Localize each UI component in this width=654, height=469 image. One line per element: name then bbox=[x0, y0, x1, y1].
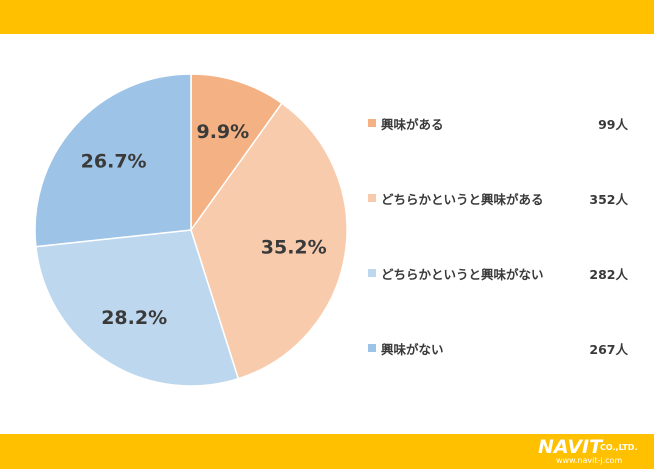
legend-count-1: 99人 bbox=[598, 117, 628, 132]
legend-label-4: 興味がない bbox=[381, 342, 444, 357]
bottom-banner bbox=[0, 434, 654, 469]
logo-url: www.navit-j.com bbox=[556, 456, 623, 465]
legend-item-4: 興味がない 267人 bbox=[368, 338, 628, 358]
legend-swatch-1 bbox=[368, 119, 376, 127]
slice-percent-label-1: 9.9% bbox=[196, 121, 249, 143]
legend-swatch-2 bbox=[368, 194, 376, 202]
legend-swatch-3 bbox=[368, 269, 376, 277]
logo-wordmark: NAVIT bbox=[538, 436, 603, 458]
navit-logo: NAVIT CO.,LTD. www.navit-j.com bbox=[538, 436, 650, 466]
slice-percent-label-4: 26.7% bbox=[81, 150, 147, 172]
pie-slice-3 bbox=[35, 229, 240, 387]
legend-item-1: 興味がある 99人 bbox=[368, 113, 628, 133]
legend-swatch-4 bbox=[368, 344, 376, 352]
legend-count-4: 267人 bbox=[589, 342, 628, 357]
legend-label-2: どちらかというと興味がある bbox=[381, 192, 544, 207]
slice-percent-label-3: 28.2% bbox=[101, 307, 167, 329]
legend-count-3: 282人 bbox=[589, 267, 628, 282]
legend-item-2: どちらかというと興味がある 352人 bbox=[368, 188, 628, 208]
slice-percent-label-2: 35.2% bbox=[261, 236, 327, 258]
pie-slice-4 bbox=[34, 73, 192, 248]
legend-label-3: どちらかというと興味がない bbox=[381, 267, 544, 282]
pie-slice-2 bbox=[190, 102, 348, 380]
legend-count-2: 352人 bbox=[589, 192, 628, 207]
legend-label-1: 興味がある bbox=[381, 117, 444, 132]
logo-company-suffix: CO.,LTD. bbox=[600, 443, 638, 452]
pie-slice-1 bbox=[190, 73, 283, 233]
legend-item-3: どちらかというと興味がない 282人 bbox=[368, 263, 628, 283]
top-banner bbox=[0, 0, 654, 34]
